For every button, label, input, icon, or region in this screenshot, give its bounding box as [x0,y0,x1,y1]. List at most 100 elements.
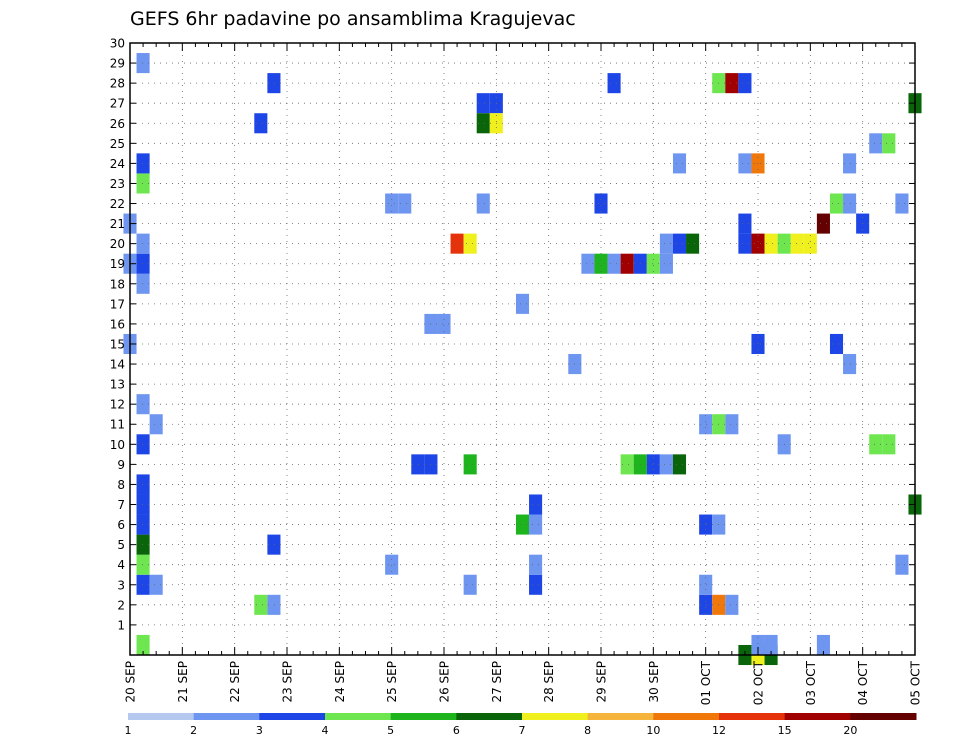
x-tick-label: 02 OCT [752,660,766,705]
heatmap-cell [829,333,844,355]
heatmap-cell [738,213,752,234]
y-tick-label: 9 [117,458,125,472]
legend-label: 6 [453,724,460,737]
heatmap-cell [594,193,608,214]
legend-swatch [719,713,786,720]
heatmap-cell [869,133,883,154]
y-tick-label: 18 [110,277,125,291]
y-tick-label: 8 [117,478,125,492]
plot-frame [129,42,916,656]
heatmap-cell [672,153,687,174]
heatmap-cell [672,454,687,475]
heatmap-cell [764,233,778,254]
y-tick-label: 16 [110,317,125,331]
y-tick-label: 26 [110,117,125,131]
heatmap-cell [699,594,713,615]
heatmap-cell [843,354,857,375]
y-tick-label: 24 [110,157,125,171]
cells-layer [123,53,922,666]
heatmap-cell [607,253,621,274]
heatmap-cell [882,133,896,154]
x-tick-label: 24 SEP [333,661,347,703]
heatmap-cell [686,233,700,254]
heatmap-cell [620,454,634,475]
heatmap-cell [136,494,150,515]
heatmap-cell [437,313,451,334]
y-tick-label: 6 [117,518,125,532]
x-tick-label: 20 SEP [124,661,138,703]
legend-label: 1 [125,724,132,737]
heatmap-cell [620,253,634,274]
heatmap-cell [398,193,412,214]
x-tick-label: 28 SEP [542,661,556,703]
legend-label: 10 [646,724,660,737]
x-tick-label: 03 OCT [804,660,818,705]
x-tick-label: 30 SEP [647,661,661,703]
heatmap-cell [725,73,739,94]
heatmap-cell [136,53,150,74]
heatmap-cell [699,414,713,435]
legend-swatch [390,713,457,720]
legend-label: 2 [190,724,197,737]
heatmap-cell [816,213,830,234]
x-tick-label: 05 OCT [909,660,923,705]
heatmap-cell [646,454,660,475]
heatmap-cell [816,634,830,655]
heatmap-cell [581,253,595,274]
x-tick-label: 27 SEP [490,661,504,703]
heatmap-cell [136,474,150,495]
legend-swatch [587,713,654,720]
heatmap-cell [672,233,687,254]
heatmap-cell [136,273,150,294]
legend-label: 20 [843,724,857,737]
heatmap-cell [738,73,752,94]
y-tick-label: 2 [117,598,125,612]
heatmap-cell [463,454,477,475]
legend-swatch [653,713,720,720]
heatmap-cell [136,514,150,535]
heatmap-cell [869,434,883,455]
legend-swatch [259,713,326,720]
heatmap-cell [136,554,150,575]
heatmap-cell [659,253,673,274]
x-tick-label: 25 SEP [385,661,399,703]
heatmap-cell [463,233,477,254]
y-tick-label: 7 [117,498,125,512]
x-tick-label: 26 SEP [438,661,452,703]
y-tick-label: 12 [110,398,125,412]
legend-label: 7 [519,724,526,737]
legend-label: 5 [387,724,394,737]
legend-label: 12 [712,724,726,737]
heatmap-cell [515,514,530,535]
heatmap-cell [751,233,765,254]
heatmap-cell [725,594,739,615]
heatmap-cell [895,193,909,214]
heatmap-cell [476,193,490,214]
y-tick-label: 1 [117,618,125,632]
y-tick-label: 28 [110,77,125,91]
heatmap-cell [843,193,857,214]
heatmap-cell [803,233,817,254]
heatmap-cell [136,233,150,254]
heatmap-cell [738,233,752,254]
heatmap-cell [149,414,163,435]
y-tick-label: 14 [110,358,125,372]
heatmap-cell [699,574,713,595]
legend-swatch [850,713,917,720]
heatmap-cell [895,554,909,575]
y-tick-label: 30 [110,37,125,51]
heatmap-cell [529,574,543,595]
heatmap-cell [149,574,163,595]
legend-label: 4 [322,724,329,737]
heatmap-cell [411,454,425,475]
heatmap-cell [136,253,150,274]
heatmap-cell [594,253,608,274]
x-axis: 20 SEP 21 SEP 22 SEP 23 SEP 24 SEP 25 SEP 26 S… [124,43,923,705]
heatmap-cell [450,233,464,254]
y-tick-label: 11 [110,418,125,432]
heatmap-cell [476,113,490,134]
y-tick-label: 29 [110,57,125,71]
y-tick-label: 15 [110,337,125,351]
y-tick-label: 23 [110,177,125,191]
y-tick-label: 27 [110,97,125,111]
